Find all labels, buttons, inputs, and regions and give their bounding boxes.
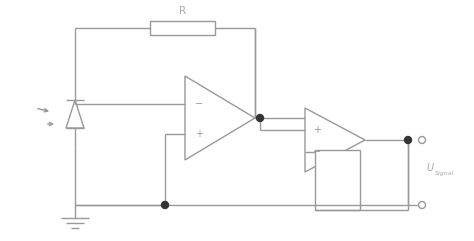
Circle shape — [419, 136, 426, 143]
Circle shape — [256, 114, 264, 121]
Bar — [315, 150, 360, 210]
Bar — [150, 21, 215, 35]
Circle shape — [419, 201, 426, 208]
Text: +: + — [195, 129, 203, 139]
Text: −: − — [195, 99, 203, 109]
Text: +: + — [313, 125, 321, 135]
Text: Signal: Signal — [435, 172, 455, 176]
Text: −: − — [313, 147, 321, 157]
Text: R: R — [179, 6, 186, 16]
Circle shape — [162, 201, 168, 208]
Circle shape — [404, 136, 411, 143]
Text: $U$: $U$ — [426, 161, 435, 173]
